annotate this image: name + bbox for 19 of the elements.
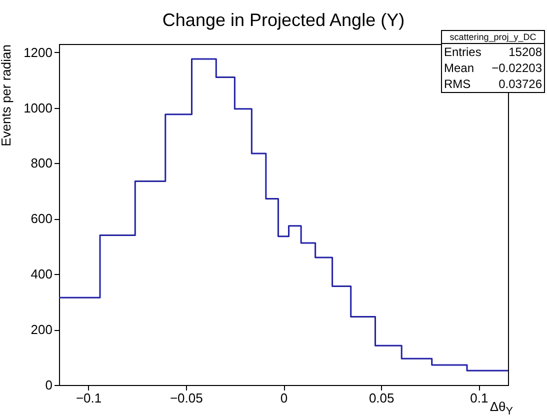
x-axis-title: Δθ$_{Y}$ [490,399,513,418]
y-tick-label: 400 [30,266,52,282]
text: Entries 15208 [444,45,542,59]
y-axis-title: Events per radian [0,44,14,146]
y-tick-label: 600 [30,211,52,226]
y-tick-label: 1200 [24,44,52,60]
text: scattering_proj_y_DC [442,31,544,44]
y-tick-label: 200 [30,322,52,338]
x-tick-label: 0.05 [368,390,394,406]
y-tick-label: 800 [30,156,52,171]
x-tick-label: −0.1 [76,390,102,406]
text: Mean −0.02203 [444,61,542,75]
y-tick-label: 1000 [24,100,52,116]
y-tick-label: 0 [45,378,52,392]
chart-title: Change in Projected Angle (Y) [162,10,405,30]
text: RMS 0.03726 [444,77,542,91]
x-tick-label: −0.05 [170,390,203,406]
x-tick-label: 0.1 [470,390,488,406]
x-tick-label: 0 [280,390,288,406]
